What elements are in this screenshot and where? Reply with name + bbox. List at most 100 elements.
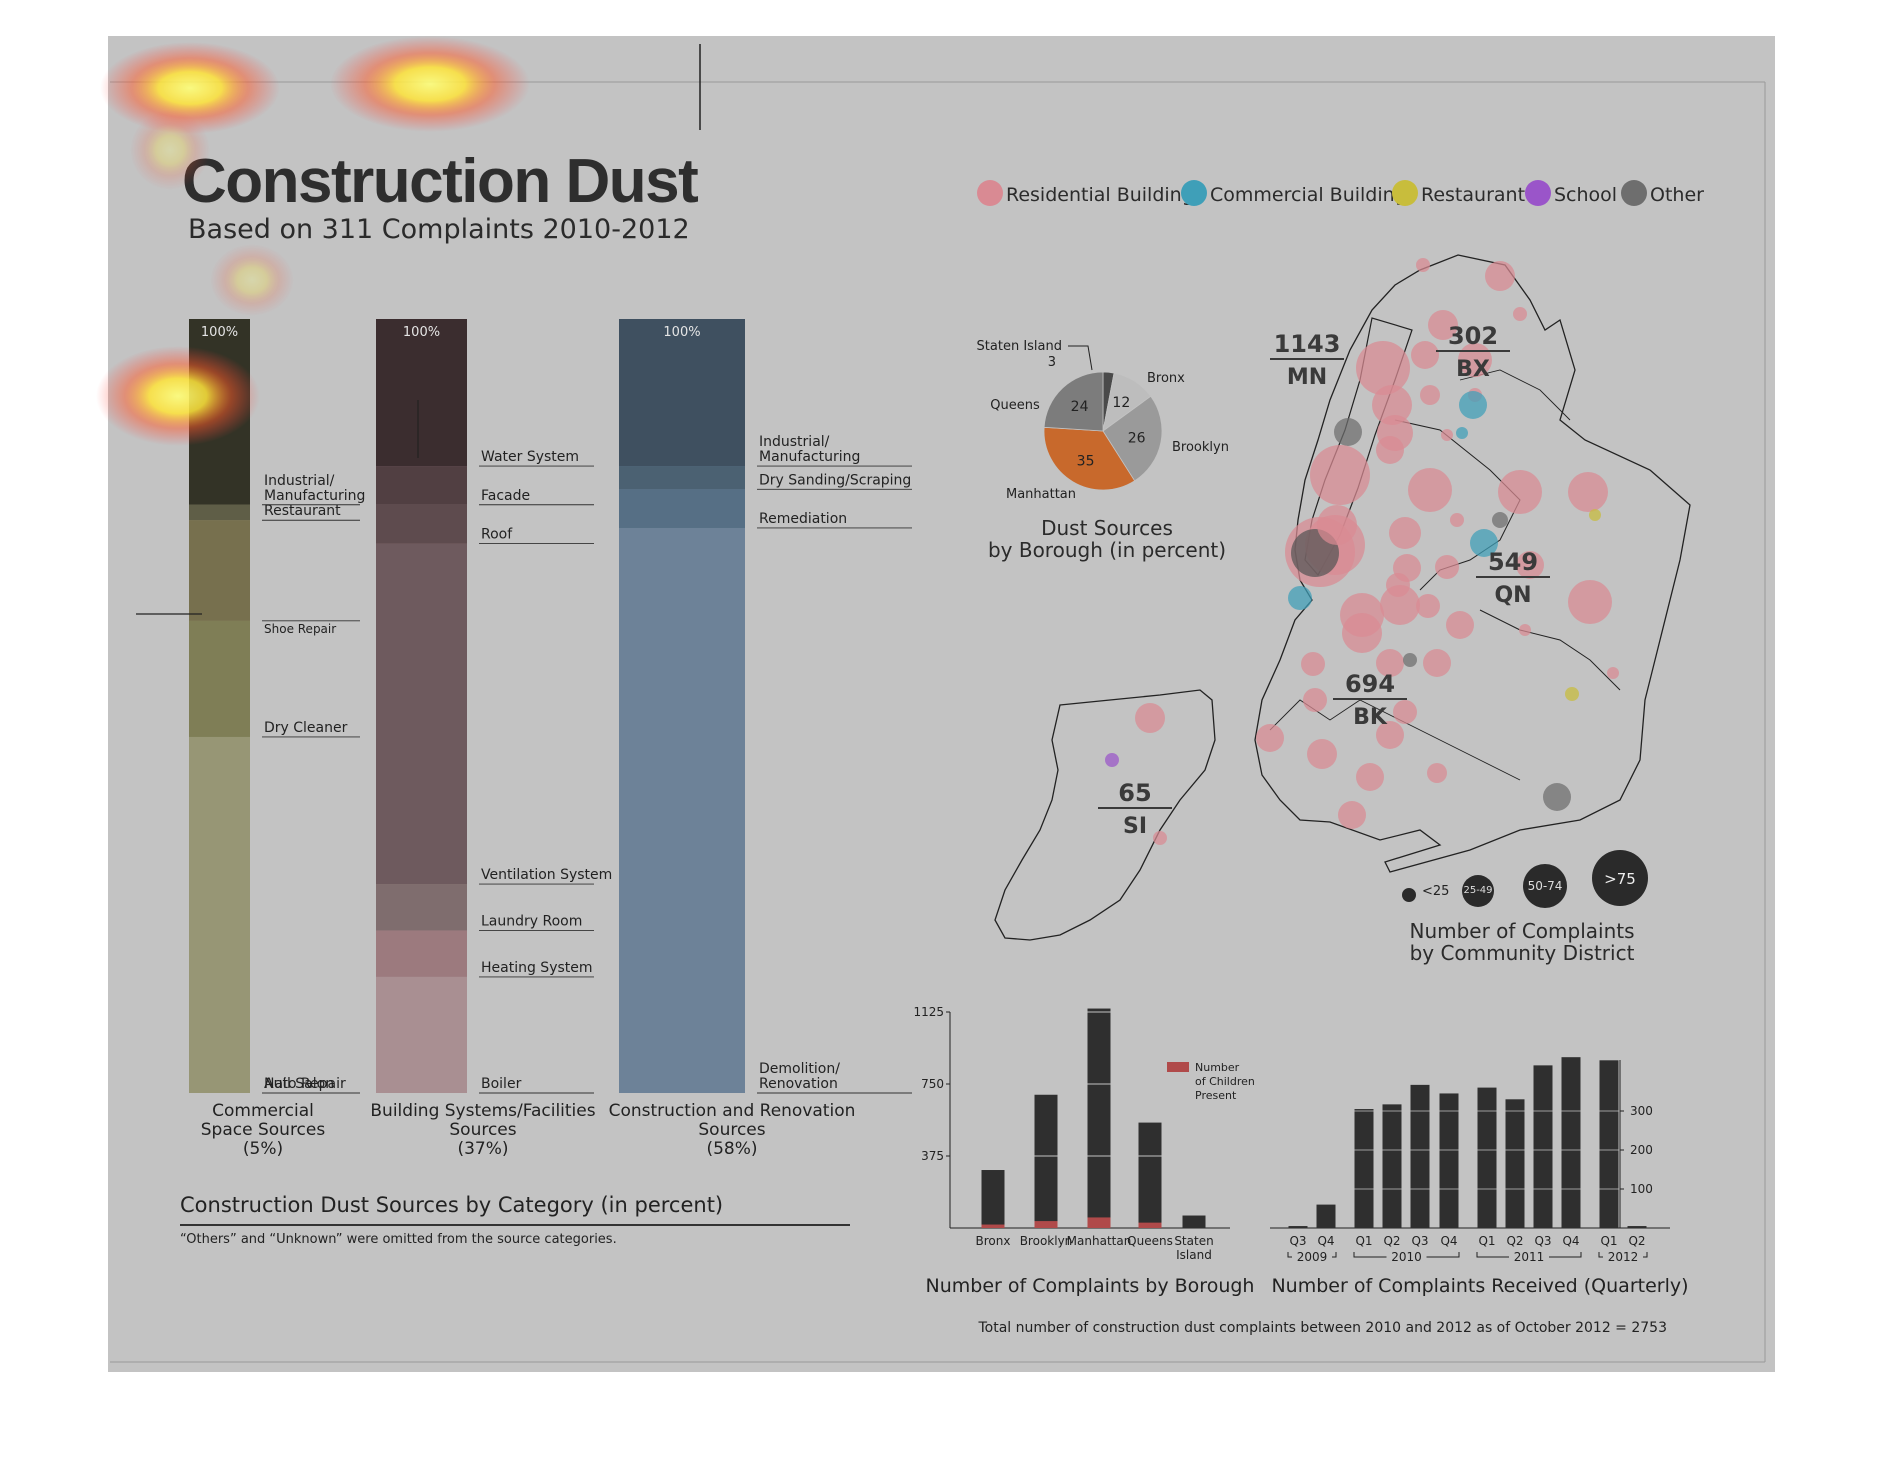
quarterly-bar-3 [1382,1104,1402,1228]
building-type-legend: Residential Building Commercial Building R… [977,180,1704,206]
quarterly-group-bracket [1332,1252,1337,1258]
category-chart-title: Construction Dust Sources by Category (i… [180,1193,723,1217]
quarterly-x-label-9: Q4 [1562,1234,1579,1248]
pie-title-1: by Borough (in percent) [988,538,1226,562]
quarterly-y-tick-1: 200 [1630,1143,1653,1157]
complaint-dot-44 [1393,700,1417,724]
complaint-dot-36 [1288,586,1312,610]
pie-value-1: 12 [1112,395,1130,411]
borough-y-tick-1: 750 [921,1077,944,1091]
quarterly-group-bracket [1426,1252,1460,1258]
borough-bar-4 [1182,1215,1206,1228]
quarterly-chart-title: Number of Complaints Received (Quarterly… [1271,1275,1688,1297]
borough-bar-0 [981,1170,1005,1228]
category-bar-top-label-1: 100% [403,325,440,340]
borough-children-bar-0 [981,1224,1005,1228]
size-legend-label-0: <25 [1422,884,1449,899]
complaint-dot-39 [1376,649,1404,677]
page-title: Construction Dust [182,147,698,216]
quarterly-y-tick-2: 300 [1630,1104,1653,1118]
complaint-dot-23 [1470,529,1498,557]
category-segment-label-2-0: Manufacturing [759,449,860,465]
complaint-dot-15 [1408,468,1452,512]
size-legend-dot-0 [1402,888,1416,902]
complaint-dot-51 [1543,783,1571,811]
complaint-dot-7 [1372,385,1412,425]
quarterly-bar-9 [1561,1057,1581,1228]
category-segment-0-1 [189,504,250,521]
children-legend-label: of Children [1195,1075,1255,1088]
borough-count-BX: 302 [1448,322,1498,350]
borough-bar-3 [1138,1122,1162,1228]
category-segment-1-3 [376,543,467,885]
complaint-dot-6 [1356,341,1410,395]
category-segment-label-0-3: Dry Cleaner [264,720,348,736]
complaint-dot-40 [1423,649,1451,677]
category-segment-label-0-4: Auto Repair [264,1076,346,1092]
legend-label-2: Restaurant [1421,184,1525,206]
pie-label-1: Bronx [1147,371,1185,386]
complaint-dot-47 [1307,739,1337,769]
quarterly-x-label-2: Q1 [1355,1234,1372,1248]
children-legend-label: Number [1195,1061,1240,1074]
borough-abbr-BX: BX [1456,357,1490,382]
category-caption-2: (58%) [706,1139,757,1159]
borough-abbr-SI: SI [1123,814,1147,839]
complaint-dot-48 [1356,763,1384,791]
legend-label-4: Other [1650,184,1704,206]
category-segment-2-1 [619,466,745,490]
size-legend-label-3: >75 [1604,870,1636,888]
category-segment-label-0-0: Manufacturing [264,488,365,504]
quarterly-x-label-11: Q2 [1628,1234,1645,1248]
complaint-dot-42 [1301,652,1325,676]
quarterly-x-label-1: Q4 [1317,1234,1334,1248]
quarterly-group-bracket [1476,1252,1509,1258]
borough-bar-1 [1034,1094,1058,1228]
borough-bar-2 [1087,1008,1111,1228]
complaint-dot-31 [1416,594,1440,618]
quarterly-bar-0 [1288,1226,1308,1228]
complaint-dot-0 [1416,258,1430,272]
quarterly-group-label-3: 2012 [1608,1250,1639,1264]
category-caption-1: (37%) [457,1139,508,1159]
borough-children-bar-3 [1138,1222,1162,1228]
borough-count-QN: 549 [1488,548,1538,576]
quarterly-group-bracket [1549,1252,1582,1258]
category-segment-label-1-1: Facade [481,488,530,504]
legend-swatch-2 [1392,180,1418,206]
category-chart-note: “Others” and “Unknown” were omitted from… [180,1232,617,1247]
borough-children-bar-2 [1087,1217,1111,1228]
complaint-dot-41 [1403,653,1417,667]
complaint-dot-2 [1513,307,1527,321]
category-segment-1-6 [376,976,467,1093]
category-segment-0-3 [189,620,250,737]
category-segment-label-2-0: Industrial/ [759,434,830,450]
category-segment-label-0-2: Shoe Repair [264,622,336,636]
complaint-dot-56 [1135,703,1165,733]
complaint-dot-14 [1310,445,1370,505]
map-title-line2: by Community District [1410,941,1635,965]
category-segment-1-2 [376,504,467,544]
legend-label-0: Residential Building [1006,184,1194,206]
size-legend-label-1: 25-49 [1463,885,1492,896]
quarterly-bar-4 [1410,1084,1430,1228]
pie-value-2: 26 [1128,430,1146,446]
borough-x-label-4: Island [1176,1248,1212,1262]
borough-count-labels: 1143 MN 302 BX 549 QN 694 BK 65 SI [1098,322,1550,839]
complaint-dot-29 [1435,555,1459,579]
complaint-dot-33 [1446,611,1474,639]
pie-label-0: Staten Island [977,339,1062,354]
borough-count-MN: 1143 [1274,330,1341,358]
quarterly-x-label-7: Q2 [1506,1234,1523,1248]
legend-swatch-1 [1181,180,1207,206]
borough-y-tick-0: 375 [921,1149,944,1163]
complaint-dot-18 [1498,470,1542,514]
complaint-dot-27 [1317,505,1357,545]
pie-value-3: 35 [1077,453,1095,469]
category-segment-label-1-6: Boiler [481,1076,522,1092]
borough-children-bar-1 [1034,1221,1058,1228]
pie-slice-3 [1043,426,1136,491]
